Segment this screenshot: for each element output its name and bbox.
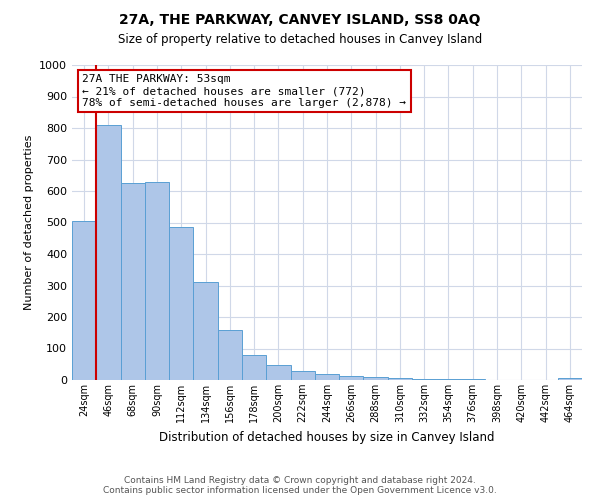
Text: 27A, THE PARKWAY, CANVEY ISLAND, SS8 0AQ: 27A, THE PARKWAY, CANVEY ISLAND, SS8 0AQ	[119, 12, 481, 26]
Text: 27A THE PARKWAY: 53sqm
← 21% of detached houses are smaller (772)
78% of semi-de: 27A THE PARKWAY: 53sqm ← 21% of detached…	[82, 74, 406, 108]
Bar	[218, 330, 242, 380]
Bar	[96, 125, 121, 380]
Bar	[169, 227, 193, 380]
Text: Contains public sector information licensed under the Open Government Licence v3: Contains public sector information licen…	[103, 486, 497, 495]
Y-axis label: Number of detached properties: Number of detached properties	[23, 135, 34, 310]
Bar	[193, 282, 218, 380]
Bar	[242, 356, 266, 380]
Bar	[290, 372, 315, 380]
Bar	[412, 378, 436, 380]
Text: Size of property relative to detached houses in Canvey Island: Size of property relative to detached ho…	[118, 32, 482, 46]
Bar	[436, 379, 461, 380]
Bar	[121, 183, 145, 380]
X-axis label: Distribution of detached houses by size in Canvey Island: Distribution of detached houses by size …	[159, 430, 495, 444]
Text: Contains HM Land Registry data © Crown copyright and database right 2024.: Contains HM Land Registry data © Crown c…	[124, 476, 476, 485]
Bar	[364, 378, 388, 380]
Bar	[72, 221, 96, 380]
Bar	[388, 378, 412, 380]
Bar	[558, 378, 582, 380]
Bar	[145, 182, 169, 380]
Bar	[315, 374, 339, 380]
Bar	[339, 376, 364, 380]
Bar	[266, 365, 290, 380]
